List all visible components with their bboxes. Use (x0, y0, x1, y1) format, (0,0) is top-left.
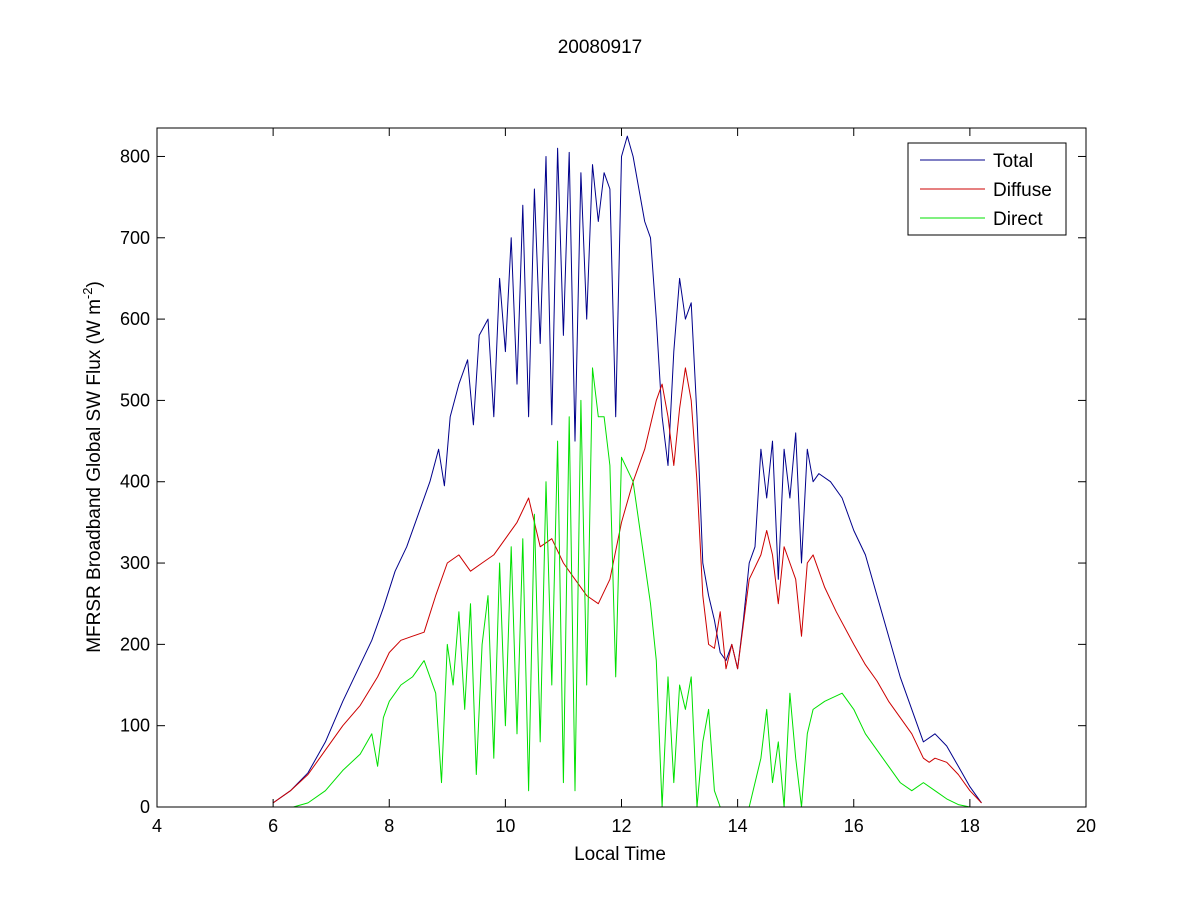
legend-label-total: Total (993, 151, 1033, 172)
y-tick-label: 700 (120, 228, 150, 248)
y-axis: 0 100 200 300 400 500 600 700 800 (120, 146, 1086, 817)
legend-label-direct: Direct (993, 209, 1043, 230)
y-tick-label: 300 (120, 553, 150, 573)
x-tick-label: 6 (268, 816, 278, 836)
y-tick-label: 600 (120, 309, 150, 329)
x-tick-label: 14 (728, 816, 748, 836)
y-tick-label: 100 (120, 716, 150, 736)
y-axis-label: MFRSR Broadband Global SW Flux (W m-2) (80, 281, 105, 653)
chart-title: 20080917 (558, 37, 643, 58)
x-tick-label: 16 (844, 816, 864, 836)
series-layer (272, 135, 982, 807)
y-tick-label: 400 (120, 472, 150, 492)
y-tick-label: 0 (140, 797, 150, 817)
x-tick-label: 8 (384, 816, 394, 836)
y-axis-label-main: MFRSR Broadband Global SW Flux (W m (84, 299, 105, 653)
series-line-total (272, 135, 982, 804)
x-tick-label: 18 (960, 816, 980, 836)
x-axis: 4 6 8 10 12 14 16 18 20 (152, 128, 1096, 836)
series-line-direct (293, 367, 971, 807)
y-axis-label-close: ) (84, 281, 105, 287)
series-line-diffuse (272, 367, 982, 804)
x-axis-label: Local Time (574, 844, 666, 865)
x-tick-label: 12 (611, 816, 631, 836)
y-tick-label: 800 (120, 146, 150, 166)
legend-label-diffuse: Diffuse (993, 180, 1052, 201)
legend: Total Diffuse Direct (907, 142, 1067, 236)
x-tick-label: 10 (495, 816, 515, 836)
y-tick-label: 200 (120, 634, 150, 654)
x-tick-label: 20 (1076, 816, 1096, 836)
x-tick-label: 4 (152, 816, 162, 836)
y-tick-label: 500 (120, 390, 150, 410)
y-axis-label-superscript: -2 (80, 288, 95, 300)
